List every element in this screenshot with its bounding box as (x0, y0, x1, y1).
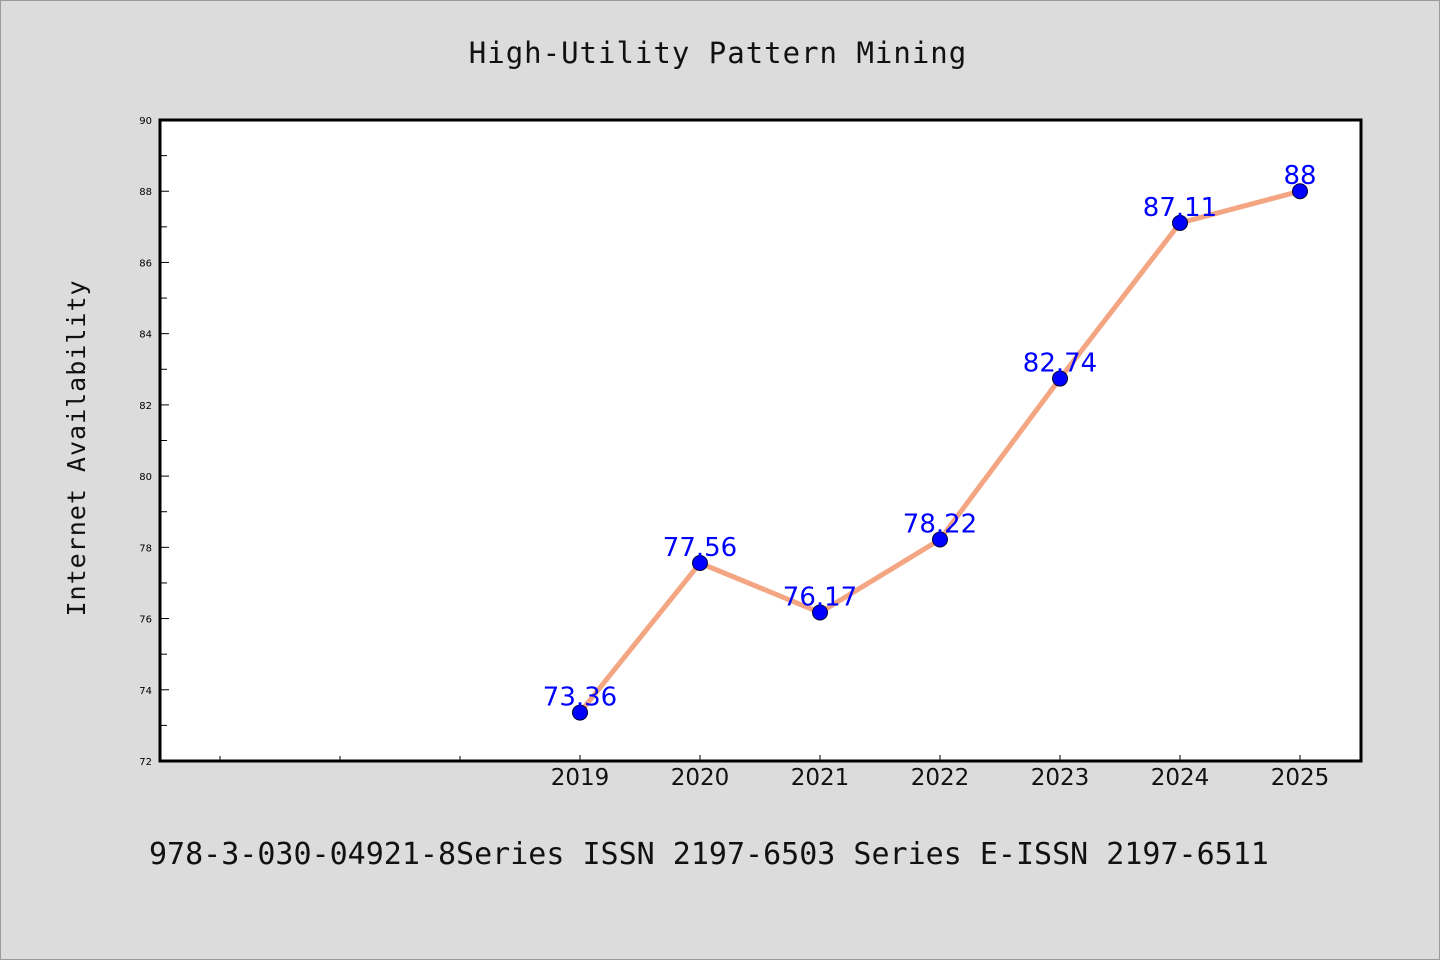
y-axis-ticks: 72 74 76 78 80 82 84 86 88 90 (139, 116, 169, 768)
data-label: 73.36 (543, 683, 617, 713)
x-tick-label: 2025 (1271, 765, 1330, 791)
x-tick-label: 2023 (1031, 765, 1090, 791)
data-label: 76.17 (783, 583, 857, 613)
data-label: 82.74 (1023, 349, 1097, 379)
x-tick-label: 2024 (1151, 765, 1210, 791)
y-tick-label: 90 (139, 116, 152, 127)
y-tick-label: 72 (139, 757, 152, 768)
x-axis-ticks: 2019 2020 2021 2022 2023 2024 2025 (219, 755, 1330, 791)
y-tick-label: 86 (139, 258, 152, 269)
x-tick-label: 2019 (551, 765, 610, 791)
data-label: 77.56 (663, 533, 737, 563)
y-tick-label: 76 (139, 615, 152, 626)
data-labels: 73.36 77.56 76.17 78.22 82.74 87.11 88 (543, 161, 1317, 712)
data-point-marker (572, 704, 588, 721)
series-markers (572, 183, 1308, 721)
y-axis-label: Internet Availability (62, 279, 91, 616)
y-tick-label: 80 (139, 472, 152, 483)
data-point-marker (1292, 183, 1308, 200)
data-point-marker (1172, 214, 1188, 231)
data-label: 88 (1283, 161, 1316, 191)
footer-text: 978-3-030-04921-8Series ISSN 2197-6503 S… (149, 837, 1269, 872)
x-tick-label: 2021 (791, 765, 850, 791)
y-tick-label: 78 (139, 543, 152, 554)
plot-area (158, 118, 1363, 763)
y-tick-label: 74 (139, 686, 152, 697)
y-tick-label: 84 (139, 330, 152, 341)
x-tick-label: 2022 (911, 765, 970, 791)
data-point-marker (692, 555, 708, 572)
y-tick-label: 82 (139, 401, 152, 412)
data-point-marker (1052, 370, 1068, 387)
data-point-marker (812, 604, 828, 621)
data-point-marker (932, 531, 948, 548)
chart-title: High-Utility Pattern Mining (469, 36, 967, 70)
x-tick-label: 2020 (671, 765, 730, 791)
data-label: 87.11 (1143, 193, 1217, 223)
y-tick-label: 88 (139, 187, 152, 198)
data-label: 78.22 (903, 509, 977, 539)
